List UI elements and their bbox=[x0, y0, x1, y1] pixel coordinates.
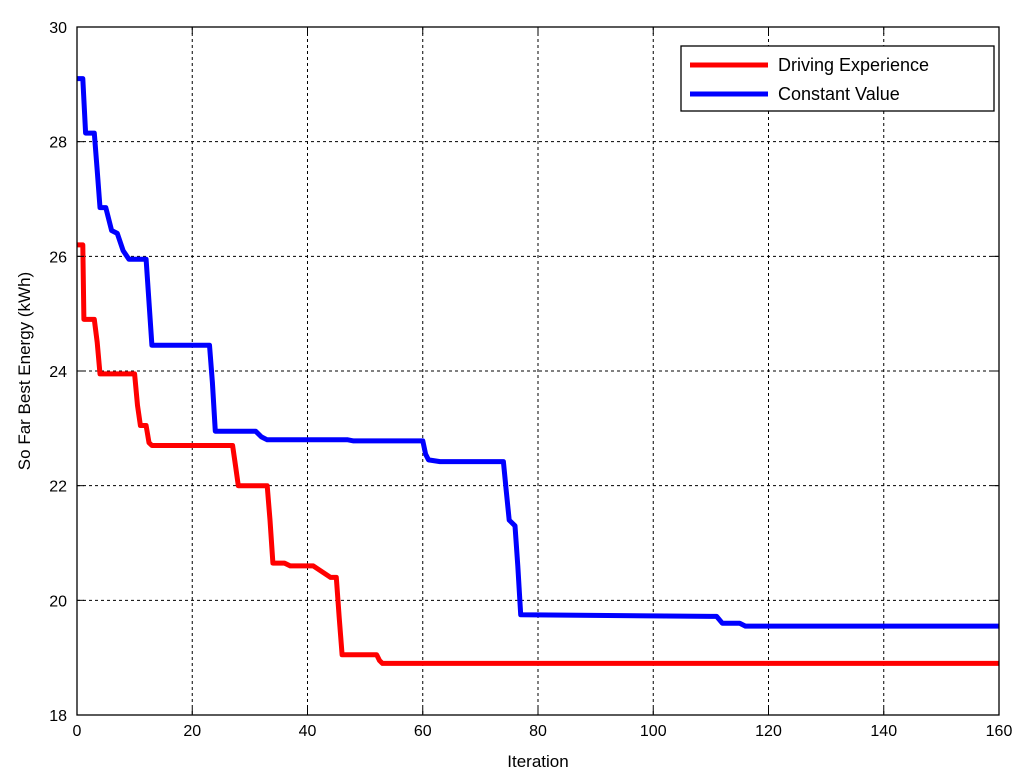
x-tick-label: 40 bbox=[299, 723, 317, 740]
x-tick-label: 120 bbox=[755, 723, 782, 740]
legend-box bbox=[680, 45, 995, 112]
x-tick-label: 0 bbox=[73, 723, 82, 740]
y-tick-label: 18 bbox=[49, 708, 67, 725]
y-tick-label: 22 bbox=[49, 479, 67, 496]
series-lines bbox=[77, 76, 999, 666]
y-tick-label: 30 bbox=[49, 20, 67, 37]
x-axis-title: Iteration bbox=[507, 752, 568, 771]
x-tick-label: 140 bbox=[870, 723, 897, 740]
tick-labels: 0 20 40 60 80 100 120 140 160 18 20 22 24 26 28 30 bbox=[49, 20, 1012, 740]
series-line-constant-value bbox=[77, 76, 999, 629]
y-tick-label: 24 bbox=[49, 364, 67, 381]
x-tick-label: 20 bbox=[183, 723, 201, 740]
x-tick-label: 100 bbox=[640, 723, 667, 740]
x-tick-label: 160 bbox=[986, 723, 1013, 740]
legend-label-driving-experience: Driving Experience bbox=[778, 55, 929, 75]
x-tick-label: 60 bbox=[414, 723, 432, 740]
y-tick-label: 28 bbox=[49, 135, 67, 152]
y-axis-title: So Far Best Energy (kWh) bbox=[15, 272, 34, 470]
legend-label-constant-value: Constant Value bbox=[778, 84, 900, 104]
y-tick-label: 26 bbox=[49, 249, 67, 266]
axis-ticks bbox=[76, 26, 1000, 716]
legend: Driving Experience Constant Value bbox=[680, 45, 995, 112]
y-tick-label: 20 bbox=[49, 593, 67, 610]
x-tick-label: 80 bbox=[529, 723, 547, 740]
grid-lines bbox=[77, 27, 999, 715]
series-line-driving-experience bbox=[77, 242, 999, 666]
